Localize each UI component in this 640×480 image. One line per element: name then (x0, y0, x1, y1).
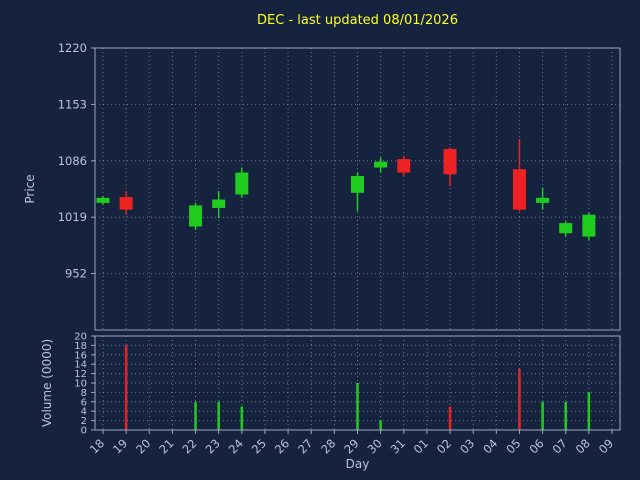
svg-text:20: 20 (74, 332, 87, 343)
svg-text:23: 23 (203, 436, 223, 456)
svg-text:18: 18 (87, 436, 107, 456)
day-axis-label: Day (345, 457, 370, 471)
svg-text:06: 06 (526, 436, 546, 456)
svg-text:25: 25 (249, 436, 269, 456)
svg-text:1220: 1220 (58, 41, 87, 55)
svg-text:14: 14 (74, 360, 87, 371)
svg-text:12: 12 (74, 369, 87, 380)
svg-text:24: 24 (226, 436, 246, 456)
svg-text:19: 19 (110, 436, 130, 456)
svg-text:04: 04 (480, 436, 500, 456)
svg-text:29: 29 (341, 436, 361, 456)
svg-text:27: 27 (295, 436, 315, 456)
svg-text:1153: 1153 (58, 97, 87, 111)
svg-text:2: 2 (81, 416, 87, 427)
svg-text:6: 6 (81, 397, 87, 408)
chart-title: DEC - last updated 08/01/2026 (257, 13, 458, 28)
svg-text:02: 02 (434, 436, 454, 456)
svg-text:18: 18 (74, 341, 87, 352)
svg-text:26: 26 (272, 436, 292, 456)
svg-text:0: 0 (81, 426, 87, 437)
svg-text:1019: 1019 (58, 210, 87, 224)
svg-text:05: 05 (503, 436, 523, 456)
svg-text:20: 20 (133, 436, 153, 456)
svg-text:21: 21 (156, 436, 176, 456)
svg-text:8: 8 (81, 388, 87, 399)
svg-text:31: 31 (388, 436, 408, 456)
svg-text:03: 03 (457, 436, 477, 456)
svg-text:952: 952 (65, 267, 87, 281)
svg-text:16: 16 (74, 350, 87, 361)
volume-axis-label: Volume (0000) (40, 338, 54, 428)
svg-text:08: 08 (573, 436, 593, 456)
svg-text:01: 01 (411, 436, 431, 456)
svg-text:4: 4 (81, 407, 87, 418)
svg-text:10: 10 (74, 379, 87, 390)
svg-text:07: 07 (550, 436, 570, 456)
svg-text:22: 22 (179, 436, 199, 456)
svg-text:09: 09 (596, 436, 616, 456)
svg-text:1086: 1086 (58, 154, 87, 168)
svg-text:28: 28 (318, 436, 338, 456)
svg-text:30: 30 (365, 436, 385, 456)
price-axis-label: Price (23, 174, 37, 204)
